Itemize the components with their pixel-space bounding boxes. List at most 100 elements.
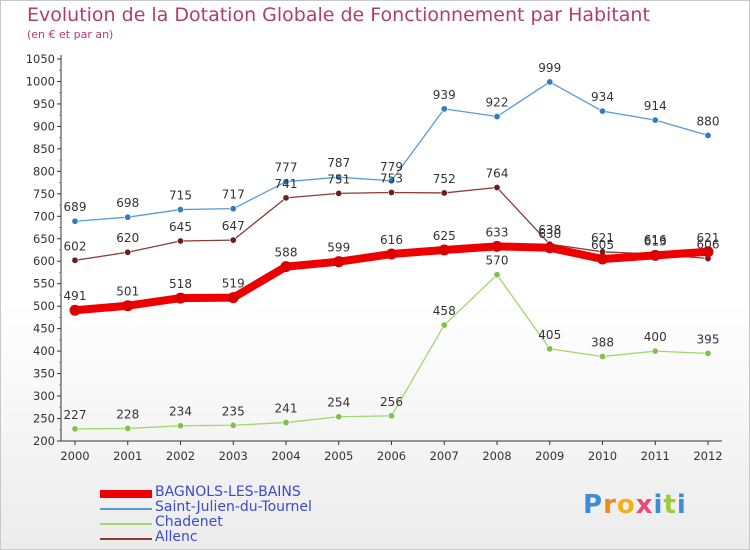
data-label: 256 <box>380 395 403 409</box>
data-point <box>387 188 395 196</box>
data-point <box>229 236 237 244</box>
data-point <box>282 178 290 186</box>
y-tick-label: 800 <box>33 164 55 178</box>
data-label: 689 <box>64 200 87 214</box>
data-label: 625 <box>433 229 456 243</box>
data-point <box>175 292 186 304</box>
data-label: 228 <box>116 407 139 421</box>
data-point <box>229 205 237 213</box>
data-point <box>124 248 132 256</box>
data-point <box>598 107 606 115</box>
chart-axes: 200 250 300 350 400 450 500 550 600 650 700 750 800 8… <box>26 52 723 463</box>
data-label: 599 <box>327 241 350 255</box>
data-label: 518 <box>169 277 192 291</box>
data-point <box>387 412 395 420</box>
logo-letter: t <box>663 490 677 520</box>
data-label: 405 <box>538 328 561 342</box>
data-point <box>493 184 501 192</box>
y-tick-label: 400 <box>33 344 55 358</box>
legend-swatch <box>100 522 152 525</box>
data-label: 620 <box>116 231 139 245</box>
data-point <box>440 105 448 113</box>
data-label: 227 <box>64 408 87 422</box>
data-point <box>440 321 448 329</box>
y-tick-label: 700 <box>33 209 55 223</box>
x-tick-label: 2006 <box>377 449 406 463</box>
data-label: 241 <box>275 402 298 416</box>
data-point <box>335 413 343 421</box>
data-point <box>282 194 290 202</box>
data-point <box>546 345 554 353</box>
logo-letter: o <box>616 490 636 520</box>
data-label: 458 <box>433 304 456 318</box>
data-label: 787 <box>327 156 350 170</box>
y-tick-label: 500 <box>33 299 55 313</box>
data-label: 939 <box>433 88 456 102</box>
series-chadenet <box>71 271 712 433</box>
data-point <box>227 292 239 304</box>
data-point <box>386 248 397 260</box>
x-tick-label: 2001 <box>113 449 142 463</box>
data-label: 630 <box>538 227 561 241</box>
data-label: 741 <box>275 177 298 191</box>
data-point <box>649 249 661 261</box>
data-point <box>177 206 185 214</box>
data-point <box>177 237 185 245</box>
data-label: 616 <box>380 233 403 247</box>
data-label: 605 <box>591 238 614 252</box>
logo-letter: r <box>603 490 617 520</box>
series-saint-julien-du-tournel <box>71 78 712 225</box>
legend-label: Allenc <box>155 529 198 545</box>
data-label: 777 <box>275 161 298 175</box>
y-tick-label: 300 <box>33 389 55 403</box>
x-tick-label: 2008 <box>482 449 511 463</box>
data-label: 234 <box>169 405 192 419</box>
legend-swatch <box>100 537 152 540</box>
data-label: 934 <box>591 90 614 104</box>
data-label: 698 <box>116 196 139 210</box>
data-point <box>124 424 132 432</box>
legend-label: Saint-Julien-du-Tournel <box>155 499 312 515</box>
data-label: 616 <box>644 233 667 247</box>
data-point <box>493 113 501 121</box>
data-point <box>335 173 343 181</box>
data-point <box>229 421 237 429</box>
data-label: 914 <box>644 99 667 113</box>
data-label: 395 <box>697 332 720 346</box>
data-label: 647 <box>222 219 245 233</box>
data-label: 717 <box>222 188 245 202</box>
data-label: 491 <box>64 289 87 303</box>
chart-subtitle: (en € et par an) <box>27 28 114 41</box>
data-label: 922 <box>486 96 509 110</box>
data-point <box>546 78 554 86</box>
legend-swatch <box>100 489 152 498</box>
legend-label: Chadenet <box>155 514 223 530</box>
data-point <box>491 240 503 252</box>
data-label: 753 <box>380 171 403 185</box>
data-label: 606 <box>697 238 720 252</box>
data-point <box>124 213 132 221</box>
data-label: 764 <box>486 167 509 181</box>
x-tick-label: 2007 <box>430 449 459 463</box>
logo-letter: i <box>653 490 664 520</box>
data-point <box>704 131 712 139</box>
x-tick-label: 2010 <box>588 449 617 463</box>
x-tick-label: 2003 <box>219 449 248 463</box>
data-label: 501 <box>116 285 139 299</box>
data-label: 999 <box>538 61 561 75</box>
chart-title: Evolution de la Dotation Globale de Fonc… <box>27 4 650 26</box>
data-point <box>493 271 501 279</box>
data-label: 602 <box>64 239 87 253</box>
logo-letter: P <box>583 490 604 520</box>
y-tick-label: 750 <box>33 187 55 201</box>
legend-swatch <box>100 507 152 510</box>
data-label: 588 <box>275 246 298 260</box>
legend-label: BAGNOLS-LES-BAINS <box>155 484 301 500</box>
data-point <box>335 189 343 197</box>
logo-letter: i <box>676 490 687 520</box>
data-label: 235 <box>222 404 245 418</box>
y-tick-label: 250 <box>33 412 55 426</box>
logo-letter: x <box>635 490 654 520</box>
x-tick-label: 2004 <box>271 449 300 463</box>
